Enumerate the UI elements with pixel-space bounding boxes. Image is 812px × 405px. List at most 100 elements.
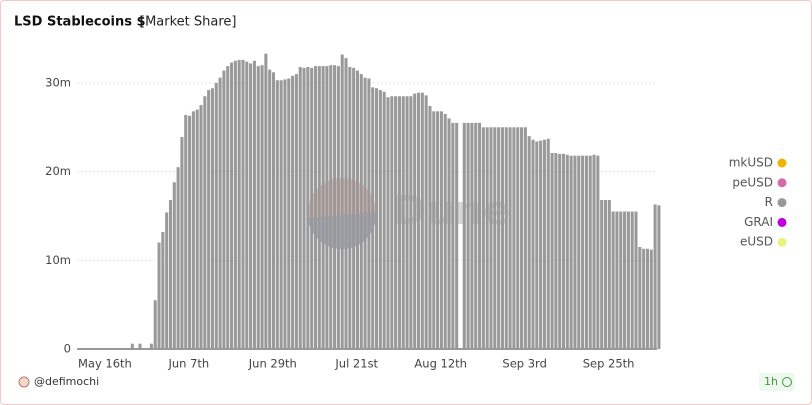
bar [245, 61, 249, 349]
refresh[interactable]: 1h [764, 375, 778, 388]
x-tick-label: Aug 12th [414, 357, 467, 371]
bar [581, 155, 585, 349]
bar [443, 113, 447, 350]
bar [188, 115, 192, 350]
bar [657, 205, 661, 349]
bar [275, 80, 279, 349]
bar [180, 137, 184, 349]
bar [432, 111, 436, 349]
bar [500, 127, 504, 350]
x-tick-label: Sep 25th [583, 357, 635, 371]
bar [367, 78, 371, 349]
x-tick-label: Jul 21st [334, 357, 378, 371]
bar [592, 154, 596, 349]
bar [241, 59, 245, 349]
bar [504, 127, 508, 350]
bar [455, 122, 459, 349]
x-tick-label: Jun 29th [248, 357, 297, 371]
bar [470, 122, 474, 349]
bar [279, 80, 283, 349]
bar [497, 127, 501, 350]
bar [214, 82, 218, 349]
bar [615, 211, 619, 349]
bar [642, 248, 646, 349]
legend-label: R [765, 195, 773, 209]
bar [451, 122, 455, 349]
bar [611, 211, 615, 349]
bar [363, 77, 367, 350]
bar [260, 65, 264, 349]
legend-swatch [777, 178, 787, 188]
bar [313, 66, 318, 349]
bar [409, 96, 413, 349]
bar [176, 167, 180, 349]
bar [645, 248, 649, 349]
bar [447, 118, 451, 349]
author-avatar [18, 376, 30, 388]
bar [138, 343, 142, 349]
bar [256, 66, 260, 349]
bar [264, 53, 268, 349]
bar [401, 96, 405, 349]
bar [268, 69, 272, 349]
bar [535, 141, 539, 349]
bar [607, 200, 611, 349]
bar [153, 300, 157, 349]
bar [237, 59, 241, 349]
legend-swatch [777, 217, 787, 227]
bar [283, 79, 287, 349]
bar [638, 247, 642, 349]
bar [424, 95, 428, 349]
bar [165, 212, 169, 349]
bar [493, 127, 497, 350]
bar [558, 153, 562, 349]
legend-label: mkUSD [729, 156, 773, 170]
bar [413, 93, 417, 349]
bar [149, 343, 153, 349]
bar [550, 153, 554, 349]
bar [539, 140, 543, 349]
bar [317, 66, 321, 349]
legend-swatch [777, 158, 787, 168]
bar [649, 249, 653, 349]
bar [485, 127, 489, 350]
bar [481, 127, 485, 350]
legend-label: peUSD [732, 175, 773, 189]
bar [199, 105, 203, 349]
bar [329, 65, 333, 349]
bar [321, 66, 325, 349]
bar [573, 155, 577, 349]
bar [352, 67, 356, 350]
bar [333, 65, 337, 349]
bar [623, 211, 627, 349]
chart-title: LSD Stablecoins $ [14, 15, 146, 30]
bar [508, 127, 512, 350]
bar [394, 96, 398, 349]
bar [405, 96, 409, 349]
bar [420, 92, 424, 349]
y-tick-label: 0 [64, 342, 71, 356]
bar [298, 66, 302, 349]
bar [439, 111, 443, 349]
bar [466, 122, 470, 349]
bar [626, 211, 630, 349]
bar [302, 67, 306, 350]
bar [428, 106, 432, 349]
bar [218, 77, 222, 350]
bar [287, 78, 291, 349]
bar [348, 66, 352, 349]
bar [161, 231, 165, 349]
bar [375, 88, 379, 349]
bar [569, 155, 573, 349]
author[interactable]: @defimochi [34, 375, 99, 388]
bar [157, 242, 161, 349]
bar [336, 66, 340, 349]
bar [436, 111, 440, 349]
bar [600, 200, 604, 349]
y-tick-label: 10m [45, 253, 71, 267]
bar [584, 155, 588, 349]
legend-swatch [777, 237, 787, 247]
bar [630, 211, 634, 349]
bar [195, 109, 199, 349]
